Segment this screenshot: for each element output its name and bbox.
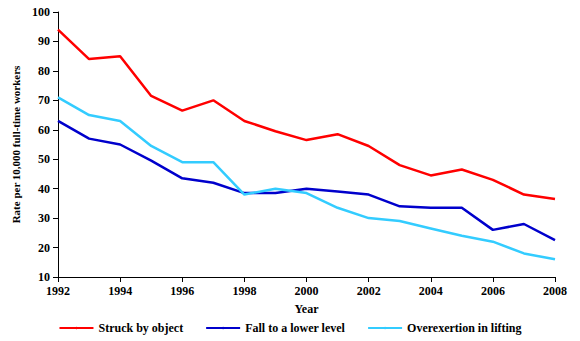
svg-text:30: 30	[38, 211, 50, 225]
svg-text:60: 60	[38, 123, 50, 137]
svg-text:10: 10	[38, 270, 50, 284]
svg-text:2002: 2002	[357, 284, 381, 298]
svg-text:100: 100	[32, 5, 50, 19]
svg-text:1992: 1992	[46, 284, 70, 298]
svg-text:Rate per 10,000 full-time work: Rate per 10,000 full-time workers	[10, 65, 22, 223]
svg-text:1998: 1998	[232, 284, 256, 298]
svg-text:Struck by object: Struck by object	[98, 321, 183, 335]
svg-text:2004: 2004	[419, 284, 443, 298]
svg-text:2006: 2006	[481, 284, 505, 298]
svg-text:Fall to a lower level: Fall to a lower level	[245, 321, 345, 335]
svg-text:1994: 1994	[108, 284, 132, 298]
svg-text:Overexertion in lifting: Overexertion in lifting	[407, 321, 521, 335]
svg-text:50: 50	[38, 152, 50, 166]
svg-text:2008: 2008	[543, 284, 567, 298]
svg-text:70: 70	[38, 93, 50, 107]
svg-text:1996: 1996	[170, 284, 194, 298]
svg-text:Year: Year	[295, 302, 320, 316]
svg-text:90: 90	[38, 34, 50, 48]
svg-text:80: 80	[38, 64, 50, 78]
svg-text:40: 40	[38, 182, 50, 196]
svg-text:20: 20	[38, 241, 50, 255]
svg-text:2000: 2000	[295, 284, 319, 298]
